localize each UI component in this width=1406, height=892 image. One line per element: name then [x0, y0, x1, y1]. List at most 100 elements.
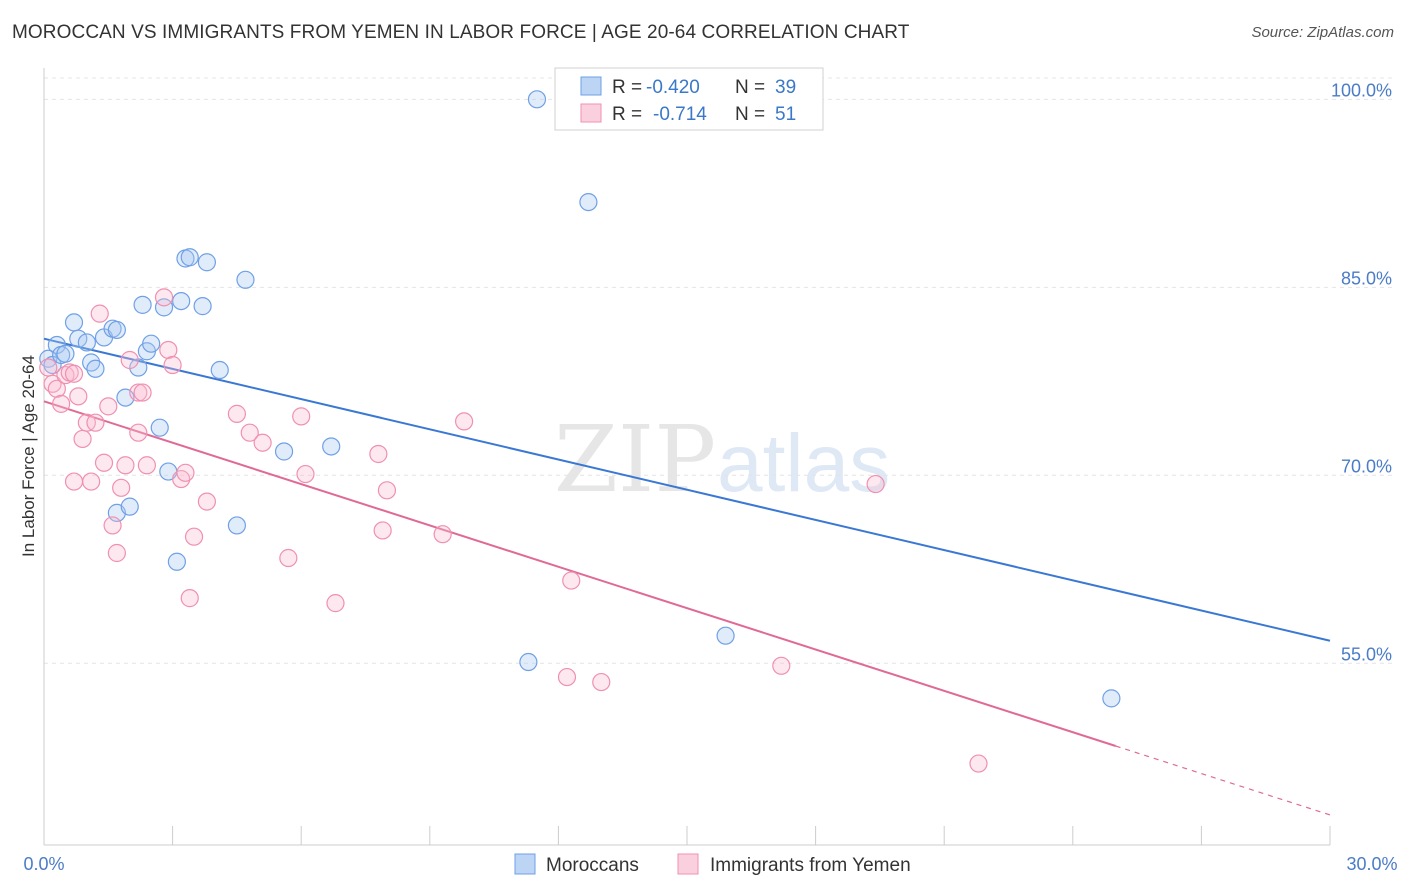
point-moroccans	[56, 344, 75, 363]
point-moroccans	[193, 297, 212, 316]
source-attribution: Source: ZipAtlas.com	[1251, 24, 1394, 41]
bottom-legend-label-moroccans: Moroccans	[546, 855, 639, 876]
y-tick-label: 55.0%	[1341, 644, 1392, 664]
point-moroccans	[120, 497, 139, 516]
point-yemen	[69, 387, 88, 406]
point-moroccans	[236, 270, 255, 289]
trend-line-moroccans	[43, 337, 1331, 642]
point-moroccans	[86, 359, 105, 378]
watermark-zip: ZIP	[554, 406, 716, 513]
point-yemen	[120, 350, 139, 370]
point-moroccans	[180, 248, 199, 267]
point-yemen	[133, 383, 152, 402]
point-moroccans	[64, 313, 84, 332]
legend-r-label-1: R =	[612, 77, 642, 98]
x-axis-ticks	[43, 826, 1331, 845]
point-yemen	[82, 472, 101, 491]
legend-n-value-1: 39	[775, 77, 796, 98]
point-yemen	[326, 594, 345, 613]
legend-r-value-2: -0.714	[653, 104, 707, 125]
point-yemen	[592, 672, 611, 692]
point-moroccans	[210, 360, 229, 380]
point-yemen	[454, 412, 474, 431]
point-yemen	[296, 464, 315, 484]
point-yemen	[39, 358, 58, 377]
point-yemen	[64, 364, 84, 383]
point-moroccans	[197, 253, 216, 272]
point-moroccans	[167, 552, 186, 571]
point-yemen	[557, 667, 577, 687]
legend-n-value-2: 51	[775, 104, 796, 125]
trend-lines	[43, 337, 1331, 816]
legend-r-value-1: -0.420	[646, 77, 700, 98]
point-yemen	[240, 423, 259, 442]
point-yemen	[197, 492, 216, 511]
point-yemen	[562, 571, 581, 590]
point-moroccans	[322, 437, 341, 456]
y-tick-label: 100.0%	[1331, 80, 1392, 100]
point-yemen	[159, 340, 178, 360]
point-moroccans	[142, 334, 161, 353]
legend-n-label-2: N =	[735, 104, 765, 125]
series-legend: Moroccans Immigrants from Yemen	[514, 853, 911, 876]
legend-r-label-2: R =	[612, 104, 642, 125]
stats-legend: R = -0.420 N = 39 R = -0.714 N = 51	[554, 67, 824, 131]
point-yemen	[90, 304, 109, 323]
trend-line-yemen-extrapolated	[1115, 745, 1331, 816]
point-yemen	[137, 456, 156, 475]
point-moroccans	[133, 295, 152, 314]
bottom-legend-label-yemen: Immigrants from Yemen	[710, 855, 911, 876]
point-yemen	[292, 407, 311, 426]
point-yemen	[969, 754, 988, 773]
legend-swatch-yemen	[580, 103, 602, 123]
point-yemen	[180, 589, 199, 608]
point-yemen	[116, 456, 135, 475]
point-yemen	[227, 404, 246, 423]
point-yemen	[47, 379, 66, 398]
bottom-legend-swatch-yemen	[677, 853, 699, 875]
point-moroccans	[274, 442, 294, 461]
y-tick-labels: 55.0% 70.0% 85.0% 100.0%	[1331, 80, 1392, 664]
point-moroccans	[579, 192, 598, 212]
y-tick-label: 70.0%	[1341, 456, 1392, 476]
point-yemen	[373, 521, 392, 540]
point-yemen	[433, 525, 452, 544]
point-yemen	[377, 481, 397, 500]
point-yemen	[86, 413, 105, 432]
chart-title: MOROCCAN VS IMMIGRANTS FROM YEMEN IN LAB…	[12, 22, 910, 43]
point-yemen	[369, 444, 388, 464]
point-moroccans	[150, 418, 169, 437]
point-moroccans	[69, 329, 88, 348]
trend-line-yemen	[43, 400, 1116, 747]
point-moroccans	[1102, 689, 1121, 708]
bottom-legend-swatch-moroccans	[514, 853, 536, 875]
point-yemen	[163, 355, 182, 375]
legend-n-label-1: N =	[735, 77, 765, 98]
point-moroccans	[716, 626, 735, 645]
x-tick-label-min: 0.0%	[23, 854, 64, 874]
point-yemen	[94, 453, 114, 472]
point-yemen	[112, 478, 131, 497]
point-yemen	[52, 394, 71, 413]
series-yemen	[39, 288, 988, 773]
point-yemen	[73, 429, 92, 449]
point-yemen	[129, 423, 148, 442]
grid-lines	[44, 77, 1392, 664]
watermark-atlas: atlas	[717, 418, 890, 509]
point-moroccans	[172, 292, 191, 311]
point-moroccans	[154, 298, 174, 317]
point-yemen	[253, 433, 272, 452]
point-moroccans	[519, 652, 538, 672]
point-yemen	[772, 656, 791, 675]
y-tick-label: 85.0%	[1341, 268, 1392, 288]
point-moroccans	[77, 333, 96, 352]
point-yemen	[154, 288, 174, 307]
point-yemen	[129, 383, 148, 402]
point-yemen	[107, 543, 126, 563]
point-yemen	[279, 548, 298, 568]
point-moroccans	[527, 90, 547, 109]
watermark: ZIP atlas	[554, 406, 890, 513]
point-moroccans	[227, 516, 246, 535]
point-moroccans	[107, 320, 126, 340]
point-yemen	[184, 527, 204, 546]
